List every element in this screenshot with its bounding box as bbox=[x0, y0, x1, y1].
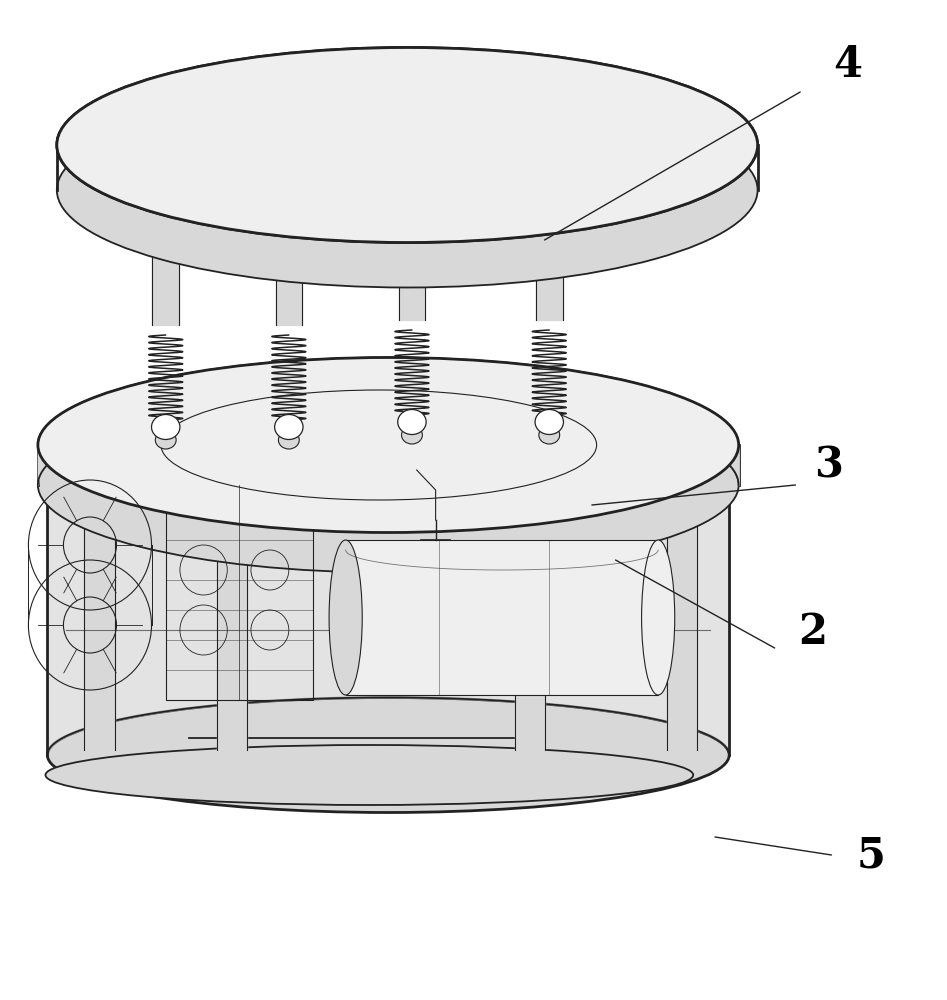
Bar bbox=[346, 540, 658, 695]
Ellipse shape bbox=[45, 745, 693, 805]
Ellipse shape bbox=[152, 414, 180, 440]
Ellipse shape bbox=[642, 540, 675, 695]
Ellipse shape bbox=[399, 154, 425, 172]
Ellipse shape bbox=[536, 152, 563, 170]
Ellipse shape bbox=[402, 426, 422, 444]
Ellipse shape bbox=[47, 698, 729, 812]
Ellipse shape bbox=[155, 431, 176, 449]
Ellipse shape bbox=[276, 156, 302, 174]
Ellipse shape bbox=[57, 47, 758, 242]
Text: 3: 3 bbox=[814, 444, 843, 486]
Ellipse shape bbox=[275, 414, 303, 440]
Ellipse shape bbox=[152, 156, 179, 174]
Ellipse shape bbox=[38, 358, 739, 532]
Ellipse shape bbox=[278, 431, 299, 449]
Bar bbox=[166, 485, 313, 700]
Ellipse shape bbox=[539, 426, 560, 444]
Ellipse shape bbox=[47, 432, 729, 548]
Text: 4: 4 bbox=[833, 44, 862, 86]
Text: 2: 2 bbox=[798, 611, 827, 653]
Ellipse shape bbox=[57, 47, 758, 242]
Text: 5: 5 bbox=[857, 834, 885, 876]
Ellipse shape bbox=[535, 410, 563, 434]
Ellipse shape bbox=[38, 397, 739, 572]
Ellipse shape bbox=[398, 410, 426, 434]
Ellipse shape bbox=[57, 93, 758, 288]
Ellipse shape bbox=[330, 540, 362, 695]
